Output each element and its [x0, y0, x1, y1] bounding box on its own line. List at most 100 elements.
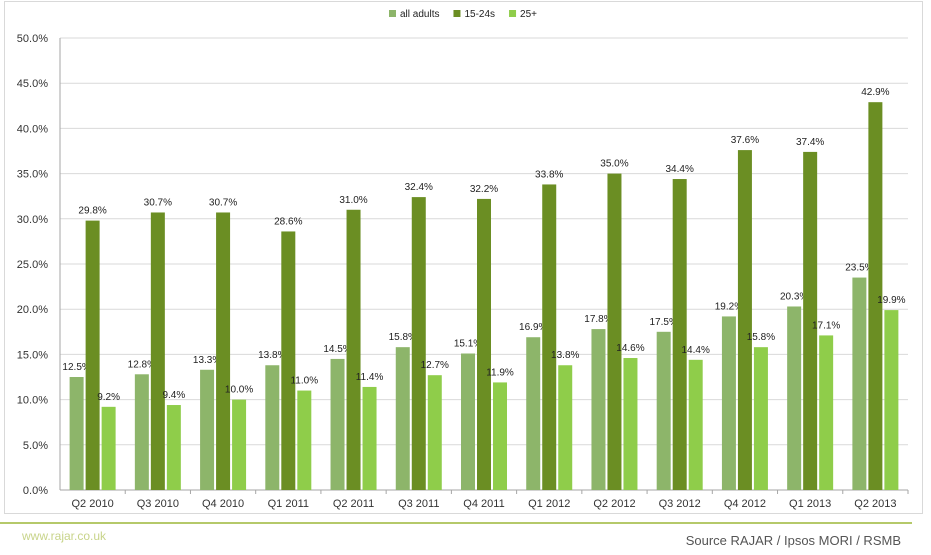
data-label-age-15-24: 37.4% — [796, 137, 824, 148]
bar-chart: 0.0% 5.0% 10.0% 15.0% 20.0% 25.0% 30.0% 35.0% 40… — [17, 9, 909, 510]
legend-label-age-15-24: 15-24s — [464, 9, 495, 20]
data-label-age-15-24: 30.7% — [144, 197, 172, 208]
bar-all-adults — [200, 369, 215, 490]
x-tick-label: Q4 2010 — [202, 498, 244, 510]
bar-age-15-24 — [868, 102, 883, 491]
x-tick-label: Q3 2010 — [137, 498, 179, 510]
bar-all-adults — [656, 331, 671, 490]
legend-label-all-adults: all adults — [400, 9, 439, 20]
bar-age-25-plus — [623, 358, 638, 490]
x-tick-label: Q1 2012 — [528, 498, 570, 510]
x-tick-label: Q2 2010 — [72, 498, 114, 510]
x-tick-label: Q1 2013 — [789, 498, 831, 510]
data-label-all-adults: 17.5% — [650, 317, 678, 328]
bar-age-15-24 — [803, 151, 818, 491]
data-label-age-15-24: 33.8% — [535, 169, 563, 180]
data-label-age-15-24: 31.0% — [339, 195, 367, 206]
bar-age-15-24 — [607, 173, 622, 490]
data-label-age-25-plus: 15.8% — [747, 332, 775, 343]
bar-all-adults — [591, 329, 606, 490]
data-label-age-25-plus: 9.2% — [97, 392, 120, 403]
bar-age-25-plus — [819, 335, 834, 490]
data-label-age-25-plus: 9.4% — [162, 390, 185, 401]
data-label-all-adults: 19.2% — [715, 301, 743, 312]
y-tick-label: 35.0% — [17, 169, 48, 181]
data-label-age-15-24: 37.6% — [731, 135, 759, 146]
bar-age-15-24 — [672, 179, 687, 491]
bar-age-15-24 — [281, 231, 296, 490]
bar-age-25-plus — [362, 386, 377, 490]
bar-all-adults — [395, 347, 410, 490]
data-label-age-15-24: 35.0% — [600, 159, 628, 170]
bar-age-25-plus — [297, 390, 312, 490]
data-label-age-25-plus: 14.4% — [682, 345, 710, 356]
data-label-all-adults: 20.3% — [780, 291, 808, 302]
x-tick-label: Q2 2012 — [593, 498, 635, 510]
data-label-all-adults: 13.3% — [193, 355, 221, 366]
bar-all-adults — [526, 337, 541, 490]
y-tick-label: 45.0% — [17, 78, 48, 90]
bar-age-15-24 — [737, 150, 752, 490]
website-link[interactable]: www.rajar.co.uk — [22, 529, 107, 543]
bar-age-15-24 — [346, 209, 361, 490]
data-label-age-25-plus: 11.4% — [356, 372, 384, 383]
data-label-age-15-24: 32.4% — [405, 182, 433, 193]
bar-age-25-plus — [232, 399, 247, 490]
data-label-age-15-24: 29.8% — [78, 206, 106, 217]
data-label-age-25-plus: 13.8% — [551, 350, 579, 361]
footer-divider — [0, 522, 912, 524]
legend-label-age-25-plus: 25+ — [520, 9, 537, 20]
bar-age-15-24 — [477, 198, 491, 491]
x-tick-label: Q4 2011 — [463, 498, 504, 510]
data-label-age-25-plus: 17.1% — [812, 320, 840, 331]
bar-all-adults — [721, 316, 736, 490]
y-tick-label: 30.0% — [17, 214, 48, 226]
bar-all-adults — [265, 365, 280, 490]
y-tick-label: 40.0% — [17, 123, 48, 135]
y-tick-label: 0.0% — [23, 485, 48, 497]
bar-age-25-plus — [884, 310, 899, 490]
bar-age-15-24 — [150, 212, 165, 491]
x-tick-label: Q2 2013 — [854, 498, 896, 510]
bar-all-adults — [852, 277, 867, 490]
bar-age-25-plus — [101, 406, 116, 490]
bar-age-25-plus — [493, 382, 507, 490]
y-tick-label: 50.0% — [17, 33, 48, 45]
data-label-age-15-24: 28.6% — [274, 216, 302, 227]
data-label-all-adults: 15.8% — [389, 332, 417, 343]
data-label-all-adults: 17.8% — [584, 314, 612, 325]
data-label-age-25-plus: 14.6% — [616, 343, 644, 354]
data-label-age-15-24: 32.2% — [470, 184, 498, 195]
bar-all-adults — [134, 374, 149, 490]
legend-swatch-age-15-24 — [453, 10, 461, 17]
data-label-age-25-plus: 11.9% — [486, 367, 514, 378]
data-label-age-15-24: 30.7% — [209, 197, 237, 208]
x-tick-label: Q2 2011 — [333, 498, 374, 510]
data-label-all-adults: 16.9% — [519, 322, 547, 333]
data-label-all-adults: 15.1% — [454, 338, 482, 349]
bar-all-adults — [787, 306, 802, 490]
legend-swatch-all-adults — [389, 10, 396, 17]
bar-age-25-plus — [688, 359, 703, 490]
bar-age-25-plus — [427, 375, 442, 490]
data-label-all-adults: 14.5% — [323, 344, 351, 355]
bar-age-25-plus — [753, 347, 768, 490]
legend-swatch-age-25-plus — [509, 10, 517, 17]
y-tick-label: 5.0% — [23, 440, 48, 452]
x-tick-label: Q4 2012 — [724, 498, 766, 510]
x-tick-label: Q3 2011 — [398, 498, 439, 510]
data-label-all-adults: 13.8% — [258, 350, 286, 361]
bar-all-adults — [330, 358, 345, 490]
x-tick-label: Q3 2012 — [659, 498, 701, 510]
x-tick-label: Q1 2011 — [268, 498, 309, 510]
bar-age-25-plus — [166, 405, 181, 490]
y-tick-label: 15.0% — [17, 349, 48, 361]
bar-all-adults — [461, 353, 475, 490]
data-label-age-25-plus: 12.7% — [421, 360, 449, 371]
bar-age-15-24 — [216, 212, 231, 491]
bar-all-adults — [69, 377, 84, 490]
data-label-age-15-24: 34.4% — [666, 164, 694, 175]
bar-age-15-24 — [85, 220, 100, 490]
bar-age-15-24 — [411, 197, 426, 490]
y-tick-label: 10.0% — [17, 395, 48, 407]
